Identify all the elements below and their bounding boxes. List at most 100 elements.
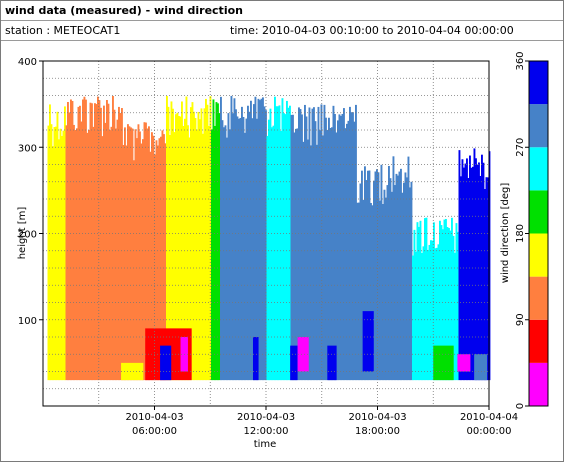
heatmap-column	[220, 96, 222, 381]
heatmap-column	[431, 240, 434, 381]
heatmap-column	[466, 158, 468, 381]
colorbar-tick-label: 180	[515, 224, 526, 243]
heatmap-column	[436, 247, 438, 381]
heatmap-column	[386, 185, 389, 381]
y-tick-label: 200	[18, 230, 37, 241]
heatmap-column	[83, 96, 86, 381]
colorbar-tick-label: 360	[515, 51, 526, 70]
heatmap-column	[284, 114, 287, 381]
heatmap-column	[76, 128, 78, 381]
heatmap-column	[457, 231, 459, 381]
heatmap-column	[118, 106, 120, 381]
heatmap-column	[470, 167, 473, 381]
heatmap-column	[334, 114, 336, 381]
heatmap-column	[158, 138, 161, 381]
heatmap-column	[226, 137, 228, 381]
heatmap-column	[439, 220, 441, 381]
heatmap-column	[50, 124, 53, 381]
heatmap-column	[145, 122, 147, 381]
heatmap-column	[160, 136, 162, 381]
heatmap-column	[181, 101, 183, 381]
heatmap-column	[77, 106, 80, 381]
heatmap-column	[448, 228, 450, 381]
heatmap-column	[389, 178, 392, 381]
heatmap-column	[236, 116, 239, 381]
heatmap-column	[299, 109, 302, 381]
heatmap-column	[365, 180, 368, 381]
heatmap-column	[388, 165, 390, 381]
heatmap-column	[185, 96, 188, 381]
heatmap-column	[149, 151, 152, 381]
heatmap-column	[419, 220, 422, 381]
heatmap-column	[304, 104, 306, 381]
heatmap-column	[311, 108, 314, 381]
heatmap-column	[251, 118, 254, 381]
heatmap-column	[416, 222, 419, 381]
heatmap-column	[248, 111, 251, 381]
heatmap-column	[482, 162, 485, 381]
time-range-label: time: 2010-04-03 00:10:00 to 2010-04-04 …	[230, 24, 514, 37]
heatmap-column	[398, 171, 401, 381]
heatmap-column	[242, 116, 245, 381]
heatmap-column	[293, 132, 296, 381]
heatmap-column	[191, 102, 194, 381]
heatmap-column	[449, 230, 452, 381]
heatmap-column	[136, 138, 138, 381]
x-axis-label: time	[254, 439, 277, 450]
colorbar-label: wind direction [deg]	[500, 183, 511, 284]
heatmap-column	[154, 154, 156, 381]
colorbar-bin	[529, 362, 548, 406]
heatmap-column	[350, 112, 353, 381]
heatmap-column	[379, 200, 381, 381]
x-tick-label: 2010-04-03	[348, 412, 406, 423]
y-tick-label: 300	[18, 143, 37, 154]
heatmap-column	[430, 240, 432, 381]
heatmap-column	[368, 170, 371, 381]
heatmap-column	[223, 127, 225, 381]
heatmap-patch	[252, 337, 259, 381]
heatmap-column	[169, 135, 171, 381]
x-tick-label: 12:00:00	[244, 426, 289, 437]
heatmap-column	[263, 106, 266, 381]
heatmap-column	[418, 226, 420, 381]
colorbar-bin	[529, 104, 548, 148]
heatmap-column	[376, 169, 378, 381]
heatmap-column	[283, 113, 285, 381]
heatmap-column	[410, 181, 413, 381]
y-axis-label: height [m]	[17, 207, 28, 260]
heatmap-column	[359, 183, 362, 381]
heatmap-column	[212, 99, 215, 381]
heatmap-column	[215, 102, 218, 381]
heatmap-patch	[362, 311, 374, 372]
heatmap-column	[485, 177, 488, 381]
heatmap-column	[323, 104, 326, 381]
heatmap-column	[317, 106, 320, 381]
heatmap-column	[194, 118, 197, 381]
heatmap-column	[214, 125, 216, 381]
heatmap-column	[127, 124, 129, 381]
heatmap-column	[397, 175, 399, 381]
heatmap-column	[95, 104, 98, 381]
heatmap-column	[352, 112, 354, 381]
heatmap-column	[356, 202, 359, 381]
heatmap-column	[59, 128, 62, 381]
heatmap-column	[175, 114, 177, 381]
heatmap-column	[70, 99, 72, 381]
title-bar: wind data (measured) - wind direction	[1, 1, 563, 21]
heatmap-column	[364, 166, 366, 381]
heatmap-column	[152, 135, 155, 381]
heatmap-column	[452, 235, 455, 381]
heatmap-column	[296, 128, 299, 381]
heatmap-column	[130, 127, 132, 381]
heatmap-column	[166, 95, 168, 381]
heatmap-column	[167, 106, 170, 381]
heatmap-column	[122, 144, 125, 381]
heatmap-column	[461, 159, 464, 381]
station-label: station : METEOCAT1	[5, 24, 121, 37]
heatmap-column	[425, 217, 428, 381]
heatmap-column	[58, 139, 60, 381]
heatmap-column	[218, 113, 221, 381]
heatmap-column	[269, 108, 272, 381]
heatmap-column	[331, 127, 333, 381]
heatmap-column	[382, 204, 384, 381]
